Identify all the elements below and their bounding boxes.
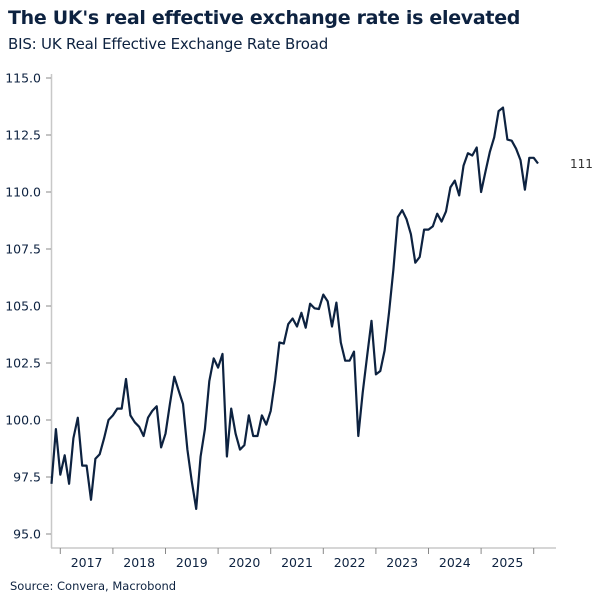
y-tick-label: 97.5 [13,470,41,485]
source-note: Source: Convera, Macrobond [10,579,177,593]
y-tick-label: 95.0 [13,527,41,542]
x-tick-label: 2022 [334,555,366,570]
y-tick-label: 115.0 [5,71,41,86]
y-tick-label: 100.0 [5,413,41,428]
x-tick-label: 2019 [176,555,208,570]
x-tick-label: 2021 [281,555,313,570]
y-tick-label: 110.0 [5,185,41,200]
y-tick-label: 112.5 [5,128,41,143]
y-tick-label: 105.0 [5,299,41,314]
chart-subtitle: BIS: UK Real Effective Exchange Rate Bro… [8,35,329,53]
x-tick-label: 2017 [71,555,103,570]
x-tick-label: 2025 [491,555,523,570]
x-tick-label: 2023 [386,555,418,570]
x-tick-label: 2018 [123,555,155,570]
x-tick-label: 2024 [439,555,471,570]
y-tick-label: 107.5 [5,242,41,257]
y-tick-label: 102.5 [5,356,41,371]
series-line [50,106,539,510]
last-value-label: 111 [570,157,593,171]
chart-title: The UK's real effective exchange rate is… [8,7,521,29]
x-tick-label: 2020 [228,555,260,570]
